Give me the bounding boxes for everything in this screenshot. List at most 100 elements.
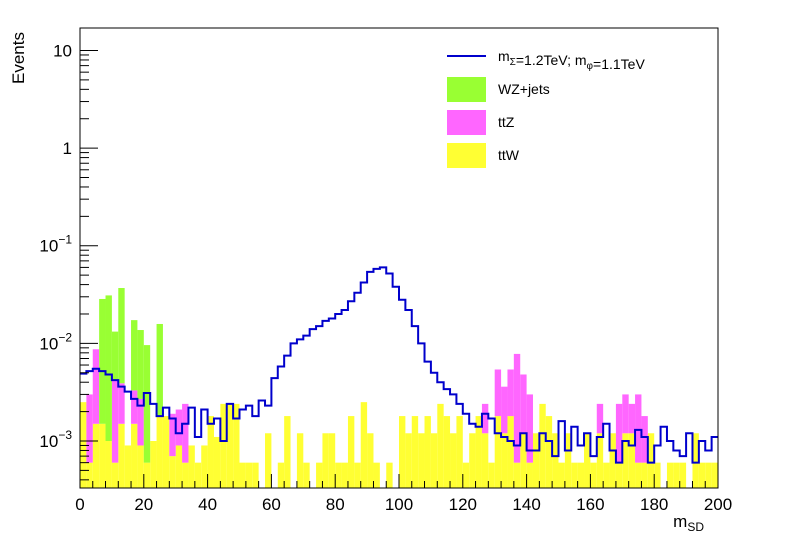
bar-ttw xyxy=(373,462,380,488)
x-tick-label: 140 xyxy=(512,495,540,514)
bar-ttw xyxy=(418,433,425,488)
bar-ttw xyxy=(188,445,195,488)
bar-ttz xyxy=(481,403,489,434)
bar-ttw xyxy=(124,445,132,488)
signal-series-line xyxy=(80,266,718,464)
bar-ttw xyxy=(475,416,482,488)
bar-ttw xyxy=(316,462,323,488)
bar-ttw xyxy=(552,433,559,488)
x-tick-label: 120 xyxy=(449,495,477,514)
bar-ttw xyxy=(150,440,157,488)
bar-ttw xyxy=(430,433,438,488)
x-tick-label: 180 xyxy=(640,495,668,514)
bar-ttw xyxy=(111,462,119,488)
bar-ttw xyxy=(226,403,234,488)
bar-ttw xyxy=(239,462,246,488)
x-tick-label: 60 xyxy=(262,495,281,514)
legend-swatch-ttw xyxy=(447,143,486,168)
bar-ttw xyxy=(577,462,585,488)
bar-ttw xyxy=(322,433,329,488)
bar-ttw xyxy=(711,462,718,488)
bar-ttw xyxy=(513,462,521,488)
bar-ttw xyxy=(622,433,629,488)
x-tick-label: 200 xyxy=(704,495,732,514)
bar-ttw xyxy=(437,403,444,488)
bar-ttw xyxy=(354,462,361,488)
bar-ttw xyxy=(367,433,374,488)
bar-ttw xyxy=(296,433,304,488)
bar-ttw xyxy=(494,416,502,488)
bar-wz-jets xyxy=(105,295,112,441)
y-tick-label: 10−1 xyxy=(39,233,72,256)
bar-ttw xyxy=(628,433,636,488)
bar-ttw xyxy=(615,462,623,488)
bar-ttw xyxy=(603,462,610,488)
y-tick-label: 10−2 xyxy=(39,330,72,353)
bar-ttw xyxy=(424,416,431,488)
bar-ttz xyxy=(513,353,521,463)
bar-ttw xyxy=(698,462,706,488)
legend-label: ttZ xyxy=(498,114,515,130)
y-tick-label: 10−3 xyxy=(39,428,72,451)
bar-ttz xyxy=(615,403,623,463)
bar-ttw xyxy=(245,462,253,488)
y-tick-label: 10 xyxy=(53,41,72,60)
bar-ttw xyxy=(526,462,533,488)
bar-ttz xyxy=(92,349,100,424)
bar-ttw xyxy=(169,456,176,488)
stacked-bars xyxy=(80,288,718,488)
bar-ttz xyxy=(622,394,629,434)
bar-ttw xyxy=(386,462,393,488)
legend-label: ttW xyxy=(498,147,520,163)
x-axis: 0 20 40 60 80 100 120 140 160 180 200 xyxy=(75,474,732,514)
bar-ttw xyxy=(532,433,540,488)
bar-wz-jets xyxy=(137,330,144,399)
bar-ttw xyxy=(156,416,163,488)
bar-ttz xyxy=(641,416,648,463)
bar-ttw xyxy=(303,462,310,488)
bar-wz-jets xyxy=(118,288,125,384)
legend-label: mΣ=1.2TeV; mφ=1.1TeV xyxy=(498,48,645,72)
y-tick-label: 1 xyxy=(63,139,72,158)
bar-wz-jets xyxy=(111,331,119,381)
x-tick-label: 100 xyxy=(385,495,413,514)
bar-ttw xyxy=(131,423,138,488)
x-tick-label: 80 xyxy=(326,495,345,514)
bar-ttw xyxy=(539,403,546,488)
bar-ttw xyxy=(360,402,368,488)
bar-ttz xyxy=(526,394,533,463)
bar-ttz xyxy=(494,369,502,417)
bar-ttw xyxy=(118,423,125,488)
bar-ttw xyxy=(194,462,202,488)
bar-ttz xyxy=(596,403,604,434)
bar-ttw xyxy=(175,445,183,488)
bar-ttw xyxy=(328,433,336,488)
bar-wz-jets xyxy=(99,298,106,424)
bar-ttw xyxy=(411,416,419,488)
bar-ttz xyxy=(520,374,527,434)
bar-ttw xyxy=(162,416,170,488)
bar-ttz xyxy=(111,380,119,463)
bar-ttw xyxy=(450,433,457,488)
bar-ttw xyxy=(507,416,514,488)
bar-ttw xyxy=(220,403,227,488)
bar-ttw xyxy=(673,462,680,488)
bar-ttz xyxy=(501,386,508,434)
bar-ttw xyxy=(545,416,553,488)
bar-ttw xyxy=(182,462,189,488)
legend-swatch-ttz xyxy=(447,110,486,135)
bar-ttw xyxy=(647,433,655,488)
bar-ttz xyxy=(635,394,642,463)
bar-ttw xyxy=(462,462,470,488)
y-axis-label: Events xyxy=(9,32,28,84)
bar-ttw xyxy=(692,433,699,488)
bar-ttz xyxy=(118,383,125,424)
bar-ttw xyxy=(137,445,144,488)
x-tick-label: 20 xyxy=(134,495,153,514)
bar-ttw xyxy=(654,462,661,488)
bar-ttz xyxy=(137,398,144,446)
y-axis: 10 1 10−1 10−2 10−3 xyxy=(39,41,98,481)
bar-ttw xyxy=(481,433,489,488)
bar-ttw xyxy=(99,423,106,488)
